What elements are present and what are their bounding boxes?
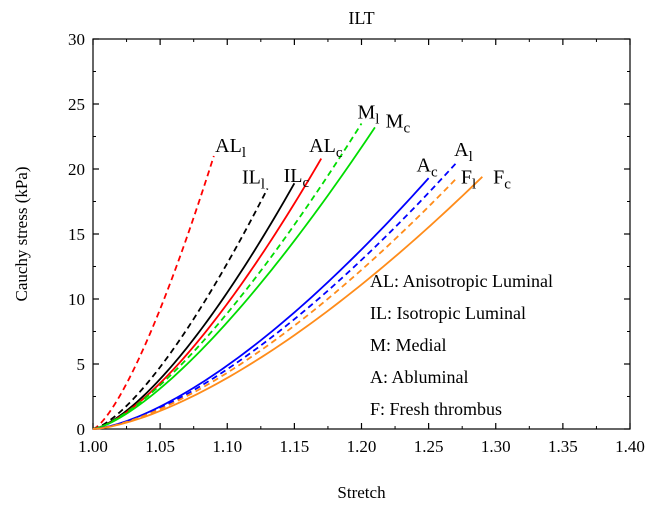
series-label-al-c: ALc [309, 135, 343, 161]
x-tick-label: 1.30 [481, 437, 511, 456]
series-label-sub: l [261, 176, 265, 192]
series-line-f-l [92, 178, 457, 430]
x-tick-label: 1.25 [414, 437, 444, 456]
series-label-main: IL [284, 165, 303, 187]
axis-ticks: 1.00 1.05 1.10 1.15 1.20 1.25 1.30 1.35 1.40 0 5 10… [68, 30, 645, 456]
y-tick-label: 10 [68, 290, 85, 309]
series-label-f-l: Fl [461, 166, 476, 192]
series-label-sub: c [504, 176, 511, 192]
series-label-f-c: Fc [493, 166, 511, 192]
x-tick-label: 1.00 [78, 437, 108, 456]
y-tick-label: 5 [77, 355, 86, 374]
y-tick-label: 15 [68, 225, 85, 244]
series-label-main: F [493, 166, 504, 188]
series-il-c [92, 182, 296, 430]
series-label-al-l: ALl [215, 135, 246, 161]
series-label-sub: l [375, 111, 379, 127]
series-line-il-l [92, 188, 269, 430]
legend-entry: IL: Isotropic Luminal [370, 303, 526, 323]
series-label-main: F [461, 166, 472, 188]
series-label-main: AL [215, 135, 242, 157]
series-line-il-c [92, 182, 296, 430]
x-tick-label: 1.05 [145, 437, 175, 456]
x-tick-label: 1.35 [548, 437, 578, 456]
series-line-f-c [92, 176, 483, 430]
y-axis-title: Cauchy stress (kPa) [12, 166, 31, 301]
series-label-sub: c [403, 120, 410, 136]
series-label-sub: c [431, 165, 438, 181]
series-label-main: A [417, 155, 432, 177]
series-f-l [92, 178, 457, 430]
series-line-m-l [92, 123, 363, 430]
series-line-al-l [92, 155, 215, 430]
series-label-a-c: Ac [417, 155, 438, 181]
series-label-il-c: ILc [284, 165, 310, 191]
series-label-sub: l [242, 145, 246, 161]
chart-title: ILT [348, 8, 374, 28]
legend-entry: AL: Anisotropic Luminal [370, 271, 553, 291]
legend-entry: M: Medial [370, 335, 447, 355]
series-line-m-c [92, 126, 376, 430]
series-line-a-c [92, 177, 430, 430]
series-label-main: M [386, 110, 404, 132]
series-label-main: A [454, 139, 469, 161]
y-tick-label: 30 [68, 30, 85, 49]
x-tick-label: 1.40 [615, 437, 645, 456]
x-tick-label: 1.20 [347, 437, 377, 456]
series-label-main: M [357, 101, 375, 123]
series-al-l [92, 155, 215, 430]
series-a-l [92, 163, 457, 430]
x-axis-title: Stretch [337, 483, 386, 502]
series-label-sub: l [472, 176, 476, 192]
series-label-a-l: Al [454, 139, 473, 165]
series-group [92, 123, 483, 430]
series-a-c [92, 177, 430, 430]
x-tick-label: 1.10 [212, 437, 242, 456]
y-tick-label: 25 [68, 95, 85, 114]
series-label-m-l: Ml [357, 101, 379, 127]
series-line-a-l [92, 163, 457, 430]
x-tick-label: 1.15 [280, 437, 310, 456]
series-label-sub: c [336, 145, 343, 161]
series-m-c [92, 126, 376, 430]
series-il-l [92, 188, 269, 430]
legend: AL: Anisotropic Luminal IL: Isotropic Lum… [370, 271, 553, 419]
series-f-c [92, 176, 483, 430]
series-label-main: AL [309, 135, 336, 157]
y-tick-label: 0 [77, 420, 86, 439]
legend-entry: F: Fresh thrombus [370, 399, 502, 419]
series-label-il-l: ILl [242, 166, 265, 192]
y-tick-label: 20 [68, 160, 85, 179]
series-label-sub: c [303, 175, 310, 191]
series-label-m-c: Mc [386, 110, 411, 136]
series-label-main: IL [242, 166, 261, 188]
series-label-sub: l [469, 149, 473, 165]
legend-entry: A: Abluminal [370, 367, 469, 387]
series-m-l [92, 123, 363, 430]
